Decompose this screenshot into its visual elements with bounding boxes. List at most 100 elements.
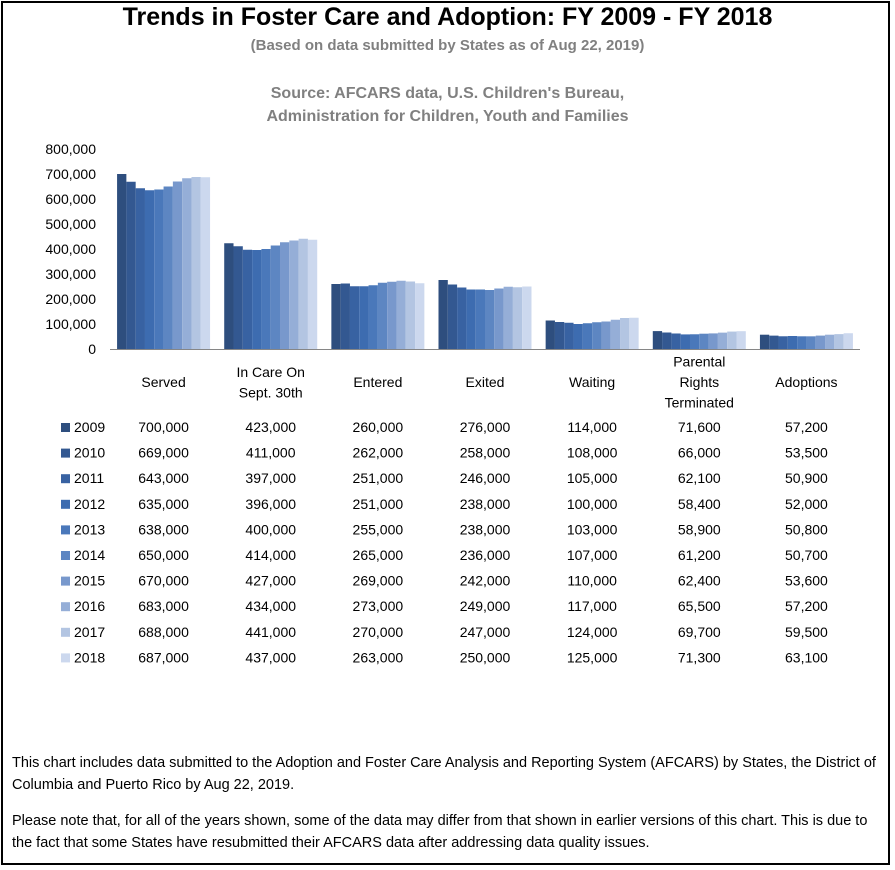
legend-key-2010 bbox=[61, 448, 70, 458]
data-label: 251,000 bbox=[353, 470, 404, 486]
bar-2016 bbox=[825, 334, 835, 349]
bar-2014 bbox=[699, 333, 709, 349]
bar-2013 bbox=[368, 285, 378, 349]
data-label: 700,000 bbox=[138, 419, 189, 435]
bar-2017 bbox=[405, 281, 416, 349]
bar-2009 bbox=[117, 174, 127, 349]
data-label: 58,400 bbox=[678, 496, 721, 512]
bar-2011 bbox=[135, 188, 145, 349]
legend-key-2017 bbox=[61, 627, 70, 637]
bar-2015 bbox=[601, 321, 611, 349]
data-label: 262,000 bbox=[353, 445, 404, 461]
bar-2012 bbox=[252, 250, 262, 349]
data-label: 249,000 bbox=[460, 598, 511, 614]
bar-2009 bbox=[224, 243, 234, 349]
bar-2011 bbox=[457, 287, 467, 349]
category-label: Waiting bbox=[569, 374, 615, 390]
data-label: 255,000 bbox=[353, 521, 404, 537]
data-label: 105,000 bbox=[567, 470, 618, 486]
data-label: 397,000 bbox=[245, 470, 296, 486]
data-label: 670,000 bbox=[138, 573, 189, 589]
note-data-revision: Please note that, for all of the years s… bbox=[12, 813, 868, 851]
bar-2016 bbox=[717, 332, 728, 350]
y-tick-label: 0 bbox=[88, 341, 96, 357]
bar-2009 bbox=[545, 320, 555, 349]
data-label: 396,000 bbox=[245, 496, 296, 512]
bar-chart: 0 100,000 200,000 300,000 400,000 500,000 600,… bbox=[45, 141, 860, 665]
bar-2010 bbox=[447, 284, 458, 349]
bar-2015 bbox=[708, 333, 718, 349]
bar-2015 bbox=[494, 288, 504, 349]
bar-2009 bbox=[759, 334, 770, 349]
bar-2014 bbox=[270, 245, 281, 349]
bar-2017 bbox=[298, 238, 308, 349]
bar-2018 bbox=[736, 331, 746, 349]
note-afcars-description: This chart includes data submitted to th… bbox=[12, 755, 876, 793]
data-label: 246,000 bbox=[460, 470, 511, 486]
legend-key-2015 bbox=[61, 576, 70, 586]
data-label: 251,000 bbox=[353, 496, 404, 512]
legend-year-label: 2013 bbox=[74, 521, 105, 537]
data-label: 107,000 bbox=[567, 547, 618, 563]
bar-2018 bbox=[522, 286, 532, 349]
data-label: 260,000 bbox=[353, 419, 404, 435]
data-label: 65,500 bbox=[678, 598, 721, 614]
data-label: 71,300 bbox=[678, 649, 721, 665]
data-label: 236,000 bbox=[460, 547, 511, 563]
bar-2014 bbox=[806, 336, 816, 349]
data-label: 117,000 bbox=[567, 598, 617, 614]
y-tick-label: 200,000 bbox=[45, 291, 96, 307]
legend-year-label: 2010 bbox=[74, 445, 105, 461]
bar-2011 bbox=[778, 336, 788, 349]
data-label: 427,000 bbox=[245, 573, 296, 589]
bar-2013 bbox=[797, 336, 807, 349]
data-label: 62,100 bbox=[678, 470, 721, 486]
bar-2013 bbox=[475, 289, 485, 349]
data-label: 638,000 bbox=[138, 521, 189, 537]
bar-2018 bbox=[629, 317, 639, 349]
bar-2016 bbox=[396, 280, 406, 349]
legend-year-label: 2014 bbox=[74, 547, 105, 563]
data-label: 124,000 bbox=[567, 624, 618, 640]
bar-2013 bbox=[582, 323, 593, 349]
bar-2018 bbox=[307, 239, 318, 349]
y-tick-label: 100,000 bbox=[45, 316, 96, 332]
bar-2009 bbox=[652, 331, 663, 349]
source-line-1: Source: AFCARS data, U.S. Children's Bur… bbox=[270, 85, 625, 102]
data-label: 114,000 bbox=[567, 419, 617, 435]
bar-2010 bbox=[340, 283, 350, 349]
data-label: 265,000 bbox=[353, 547, 404, 563]
data-label: 62,400 bbox=[678, 573, 721, 589]
category-label: Served bbox=[141, 374, 185, 390]
bar-2014 bbox=[163, 186, 173, 349]
bar-2016 bbox=[289, 240, 299, 349]
data-label: 250,000 bbox=[460, 649, 511, 665]
bar-2014 bbox=[377, 282, 388, 349]
category-label: In Care On Sept. 30th bbox=[236, 364, 304, 401]
bar-2018 bbox=[200, 177, 211, 349]
bar-2012 bbox=[359, 286, 369, 349]
bar-2011 bbox=[564, 322, 574, 349]
legend-key-2016 bbox=[61, 602, 70, 612]
data-label: 683,000 bbox=[138, 598, 189, 614]
data-label: 125,000 bbox=[567, 649, 618, 665]
bar-2009 bbox=[438, 280, 448, 349]
data-label: 269,000 bbox=[353, 573, 404, 589]
data-label: 414,000 bbox=[245, 547, 296, 563]
data-label: 63,100 bbox=[785, 649, 828, 665]
y-tick-label: 500,000 bbox=[45, 216, 96, 232]
legend-key-2014 bbox=[61, 551, 70, 560]
data-label: 411,000 bbox=[246, 445, 296, 461]
legend-key-2009 bbox=[61, 423, 70, 432]
bar-2017 bbox=[834, 334, 844, 350]
bar-2010 bbox=[769, 335, 779, 350]
data-label: 441,000 bbox=[245, 624, 296, 640]
category-label: Exited bbox=[466, 374, 505, 390]
bar-2010 bbox=[126, 181, 136, 349]
data-label: 66,000 bbox=[678, 445, 721, 461]
source-line-2: Administration for Children, Youth and F… bbox=[266, 108, 629, 125]
y-tick-label: 600,000 bbox=[45, 191, 96, 207]
data-label: 53,500 bbox=[785, 445, 828, 461]
y-tick-label: 300,000 bbox=[45, 266, 96, 282]
bar-2012 bbox=[144, 190, 155, 349]
